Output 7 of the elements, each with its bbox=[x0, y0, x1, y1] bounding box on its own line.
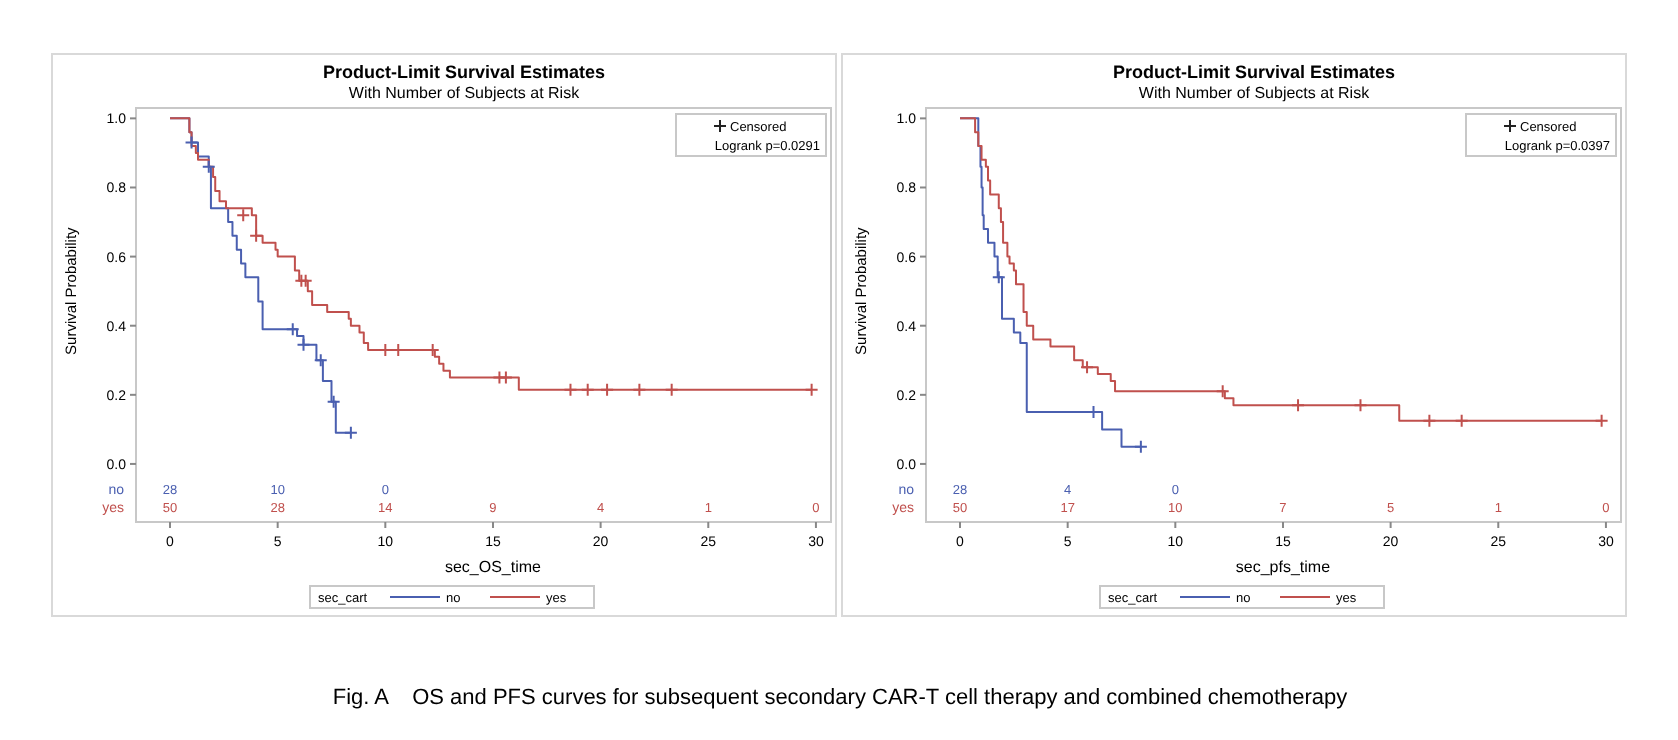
chart-title: Product-Limit Survival Estimates bbox=[1112, 62, 1396, 82]
chart-subtitle: With Number of Subjects at Risk bbox=[348, 84, 582, 102]
x-axis-title: sec_pfs_time bbox=[1235, 558, 1332, 576]
text: Fig. A OS and PFS curves for subsequent secondary CAR-T cell therapy and combined chemotherapy bbox=[332, 686, 1349, 710]
chart-subtitle: With Number of Subjects at Risk bbox=[1138, 84, 1372, 102]
x-axis-title: sec_OS_time bbox=[444, 558, 543, 576]
chart-title: Product-Limit Survival Estimates bbox=[322, 62, 606, 82]
